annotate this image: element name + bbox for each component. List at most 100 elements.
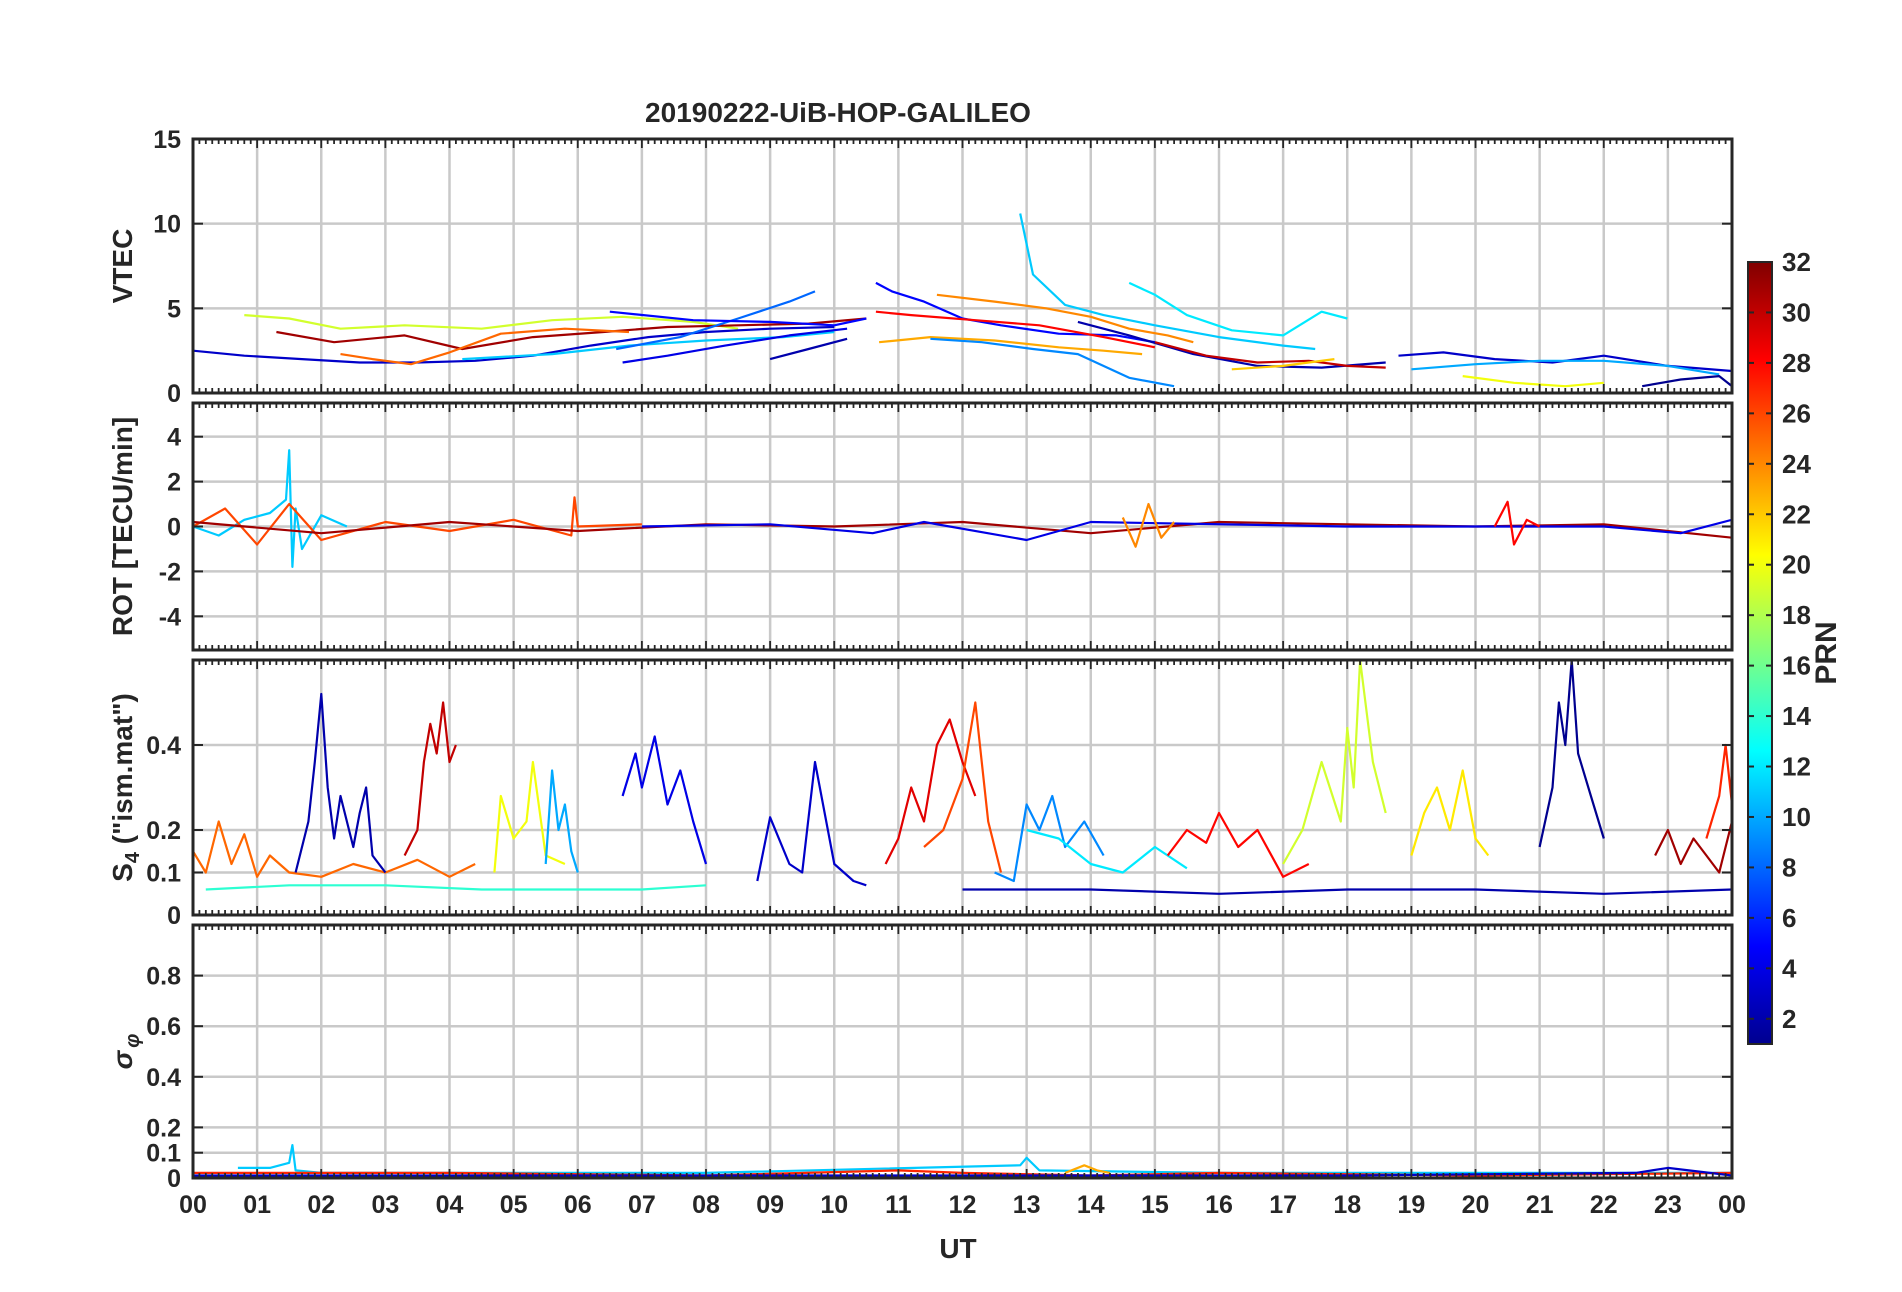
y-axis-label: VTEC bbox=[107, 229, 138, 304]
colorbar-tick-label: 18 bbox=[1782, 600, 1811, 630]
series-line bbox=[493, 760, 566, 873]
panel-2: -4 -2 0 2 4 ROT [TECU/min] bbox=[107, 401, 1734, 652]
series-line bbox=[1077, 320, 1386, 369]
y-tick-label: 0.4 bbox=[146, 1064, 181, 1092]
series-line bbox=[1462, 375, 1604, 388]
series-line bbox=[403, 701, 457, 856]
x-axis-label: UT bbox=[939, 1233, 976, 1264]
series-line bbox=[1128, 281, 1348, 337]
x-tick-label: 20 bbox=[1462, 1191, 1490, 1219]
series-line bbox=[1654, 821, 1732, 874]
x-tick-label: 22 bbox=[1590, 1191, 1618, 1219]
series-line bbox=[884, 718, 977, 865]
series-line bbox=[544, 769, 579, 873]
series-line bbox=[193, 820, 476, 878]
x-tick-label: 09 bbox=[756, 1191, 784, 1219]
x-tick-label: 16 bbox=[1205, 1191, 1233, 1219]
colorbar-tick-label: 2 bbox=[1782, 1004, 1796, 1034]
colorbar-tick-label: 22 bbox=[1782, 499, 1811, 529]
series-line bbox=[1121, 502, 1175, 548]
y-tick-label: 0 bbox=[167, 514, 181, 542]
y-tick-label: 5 bbox=[167, 295, 181, 323]
y-tick-label: 0.1 bbox=[146, 1140, 181, 1168]
x-tick-label: 02 bbox=[307, 1191, 335, 1219]
colorbar-tick-label: 16 bbox=[1782, 651, 1811, 681]
x-tick-label: 15 bbox=[1141, 1191, 1169, 1219]
colorbar-tick-label: 6 bbox=[1782, 903, 1796, 933]
y-tick-label: 15 bbox=[153, 126, 181, 154]
x-tick-label: 04 bbox=[436, 1191, 464, 1219]
y-tick-label: 0 bbox=[167, 380, 181, 408]
series-line bbox=[930, 337, 1175, 388]
series-line bbox=[1642, 375, 1732, 388]
colorbar-tick-label: 28 bbox=[1782, 348, 1811, 378]
series-line bbox=[994, 794, 1105, 883]
series-line bbox=[1026, 828, 1188, 874]
x-tick-label: 18 bbox=[1333, 1191, 1361, 1219]
colorbar-tick-label: 12 bbox=[1782, 752, 1811, 782]
panel-1: 0 5 10 15 VTEC bbox=[107, 126, 1734, 408]
y-tick-label: 0 bbox=[167, 1165, 181, 1193]
x-tick-label: 00 bbox=[179, 1191, 207, 1219]
series-line bbox=[1282, 660, 1387, 865]
panel-4: 00.10.2 0.4 0.6 0.8 σφ bbox=[107, 923, 1734, 1193]
y-tick-label: 0.1 bbox=[146, 860, 181, 888]
series-line bbox=[615, 290, 816, 351]
colorbar-tick-label: 24 bbox=[1782, 449, 1811, 479]
series-line bbox=[923, 701, 1003, 873]
y-tick-label: -2 bbox=[159, 558, 181, 586]
x-tick-label: 13 bbox=[1013, 1191, 1041, 1219]
x-tick-label: 17 bbox=[1269, 1191, 1297, 1219]
colorbar-gradient bbox=[1747, 261, 1773, 1045]
x-tick-label: 14 bbox=[1077, 1191, 1105, 1219]
series-line bbox=[244, 314, 739, 330]
series-line bbox=[193, 496, 642, 546]
series-line bbox=[875, 310, 1156, 349]
series-line bbox=[875, 281, 1156, 344]
colorbar-tick-label: 26 bbox=[1782, 398, 1811, 428]
x-tick-label: 12 bbox=[949, 1191, 977, 1219]
series-line bbox=[936, 293, 1194, 344]
series-line bbox=[1705, 743, 1732, 839]
series-line bbox=[609, 310, 867, 327]
series-line bbox=[193, 325, 835, 364]
colorbar-tick-label: 8 bbox=[1782, 852, 1796, 882]
x-tick-label: 01 bbox=[243, 1191, 271, 1219]
x-tick-label: 00 bbox=[1718, 1191, 1746, 1219]
colorbar-tick-label: 32 bbox=[1782, 247, 1811, 277]
x-tick-label: 23 bbox=[1654, 1191, 1682, 1219]
series-line bbox=[193, 449, 348, 569]
series-line bbox=[622, 327, 848, 364]
y-tick-label: 0 bbox=[167, 902, 181, 930]
x-tick-label: 05 bbox=[500, 1191, 528, 1219]
series-line bbox=[276, 317, 867, 351]
series-line bbox=[641, 518, 1732, 542]
y-tick-label: 10 bbox=[153, 211, 181, 239]
colorbar-tick-label: 4 bbox=[1782, 953, 1797, 983]
x-tick-label: 21 bbox=[1526, 1191, 1554, 1219]
series-line bbox=[878, 336, 1143, 356]
y-tick-label: -4 bbox=[159, 603, 181, 631]
colorbar-label: PRN bbox=[1810, 621, 1843, 684]
series-line bbox=[1493, 500, 1541, 546]
x-tick-label: 10 bbox=[820, 1191, 848, 1219]
y-tick-label: 0.2 bbox=[146, 1114, 181, 1142]
panel-3: 0 0.1 0.2 0.4S4 ("ism.mat") bbox=[107, 658, 1734, 930]
y-axis-label: σφ bbox=[107, 1034, 144, 1070]
colorbar-tick-label: 30 bbox=[1782, 297, 1811, 327]
x-tick-label: 08 bbox=[692, 1191, 720, 1219]
series-line bbox=[962, 888, 1732, 895]
colorbar-tick-label: 20 bbox=[1782, 550, 1811, 580]
x-tick-label: 06 bbox=[564, 1191, 592, 1219]
series-line bbox=[1166, 811, 1310, 878]
y-tick-label: 2 bbox=[167, 469, 181, 497]
series-line bbox=[1019, 213, 1316, 351]
series-line bbox=[1064, 1164, 1111, 1174]
series-line bbox=[756, 760, 867, 887]
series-line bbox=[1538, 660, 1605, 848]
x-tick-label: 03 bbox=[371, 1191, 399, 1219]
y-tick-label: 0.8 bbox=[146, 963, 181, 991]
series-line bbox=[340, 327, 630, 366]
series-line bbox=[621, 735, 708, 865]
